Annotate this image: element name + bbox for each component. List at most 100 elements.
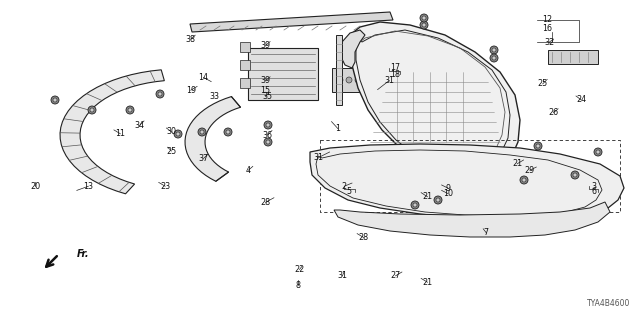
- Circle shape: [594, 148, 602, 156]
- Circle shape: [536, 144, 540, 148]
- Polygon shape: [185, 97, 241, 181]
- Circle shape: [266, 123, 270, 127]
- Text: 31: 31: [337, 271, 348, 280]
- Text: 31: 31: [314, 153, 324, 162]
- Text: 1: 1: [335, 124, 340, 133]
- Text: 39: 39: [260, 76, 271, 85]
- Bar: [240, 78, 250, 88]
- Bar: [248, 48, 318, 100]
- Text: 6: 6: [591, 188, 596, 196]
- Text: 33: 33: [209, 92, 220, 101]
- Text: 36: 36: [262, 131, 273, 140]
- Circle shape: [176, 132, 180, 136]
- Text: 21: 21: [512, 159, 522, 168]
- Bar: [240, 42, 250, 52]
- Circle shape: [596, 150, 600, 154]
- Circle shape: [88, 106, 96, 114]
- Circle shape: [411, 201, 419, 209]
- Circle shape: [490, 54, 498, 62]
- Text: 26: 26: [548, 108, 559, 117]
- Text: 5: 5: [346, 188, 351, 196]
- Circle shape: [174, 130, 182, 138]
- Circle shape: [420, 14, 428, 22]
- Polygon shape: [334, 202, 610, 237]
- Circle shape: [226, 130, 230, 134]
- Text: 21: 21: [422, 278, 433, 287]
- Circle shape: [422, 16, 426, 20]
- Bar: [548, 50, 598, 64]
- Circle shape: [200, 130, 204, 134]
- Circle shape: [413, 203, 417, 207]
- Text: 13: 13: [83, 182, 93, 191]
- Circle shape: [198, 128, 206, 136]
- Text: 22: 22: [294, 265, 305, 274]
- Polygon shape: [336, 35, 342, 105]
- Text: 25: 25: [166, 147, 177, 156]
- Text: 24: 24: [576, 95, 586, 104]
- Circle shape: [90, 108, 94, 112]
- Circle shape: [264, 121, 272, 129]
- Circle shape: [264, 138, 272, 146]
- Text: 2: 2: [342, 182, 347, 191]
- Text: 16: 16: [542, 24, 552, 33]
- Circle shape: [534, 142, 542, 150]
- Text: 3: 3: [591, 182, 596, 191]
- Text: 17: 17: [390, 63, 401, 72]
- Text: 30: 30: [166, 127, 177, 136]
- Text: 10: 10: [443, 189, 453, 198]
- Polygon shape: [60, 70, 164, 194]
- Text: 37: 37: [198, 154, 209, 163]
- Text: 34: 34: [134, 121, 145, 130]
- Text: 39: 39: [260, 41, 271, 50]
- Text: 9: 9: [445, 184, 451, 193]
- Circle shape: [53, 98, 57, 102]
- Bar: [240, 60, 250, 70]
- Circle shape: [337, 77, 343, 83]
- Circle shape: [156, 90, 164, 98]
- Bar: [332, 68, 366, 92]
- Polygon shape: [350, 22, 520, 178]
- Text: 12: 12: [542, 15, 552, 24]
- Ellipse shape: [479, 105, 501, 135]
- Circle shape: [522, 178, 526, 182]
- Circle shape: [355, 77, 361, 83]
- Circle shape: [571, 171, 579, 179]
- Circle shape: [422, 23, 426, 27]
- Circle shape: [520, 176, 528, 184]
- Text: 29: 29: [525, 166, 535, 175]
- Text: 21: 21: [422, 192, 433, 201]
- Circle shape: [266, 140, 270, 144]
- Text: 7: 7: [484, 228, 489, 237]
- Circle shape: [492, 48, 496, 52]
- Text: 35: 35: [262, 92, 273, 101]
- Polygon shape: [190, 12, 393, 32]
- Text: 19: 19: [186, 86, 196, 95]
- Circle shape: [51, 96, 59, 104]
- Text: 28: 28: [260, 198, 271, 207]
- Text: 32: 32: [544, 38, 554, 47]
- Text: 25: 25: [538, 79, 548, 88]
- Text: Fr.: Fr.: [77, 249, 90, 259]
- Text: 4: 4: [246, 166, 251, 175]
- Text: 15: 15: [260, 86, 271, 95]
- Text: 11: 11: [115, 129, 125, 138]
- Text: 31: 31: [384, 76, 394, 85]
- Text: 27: 27: [390, 271, 401, 280]
- Circle shape: [224, 128, 232, 136]
- Text: 20: 20: [30, 182, 40, 191]
- Circle shape: [346, 77, 352, 83]
- Circle shape: [128, 108, 132, 112]
- Text: 14: 14: [198, 73, 209, 82]
- Circle shape: [434, 196, 442, 204]
- Circle shape: [436, 198, 440, 202]
- Text: 23: 23: [160, 182, 170, 191]
- Polygon shape: [310, 144, 624, 220]
- Text: 28: 28: [358, 233, 369, 242]
- Circle shape: [492, 56, 496, 60]
- Text: 38: 38: [186, 35, 196, 44]
- Circle shape: [158, 92, 162, 96]
- Circle shape: [420, 21, 428, 29]
- Text: 8: 8: [295, 281, 300, 290]
- Polygon shape: [340, 30, 365, 68]
- Circle shape: [126, 106, 134, 114]
